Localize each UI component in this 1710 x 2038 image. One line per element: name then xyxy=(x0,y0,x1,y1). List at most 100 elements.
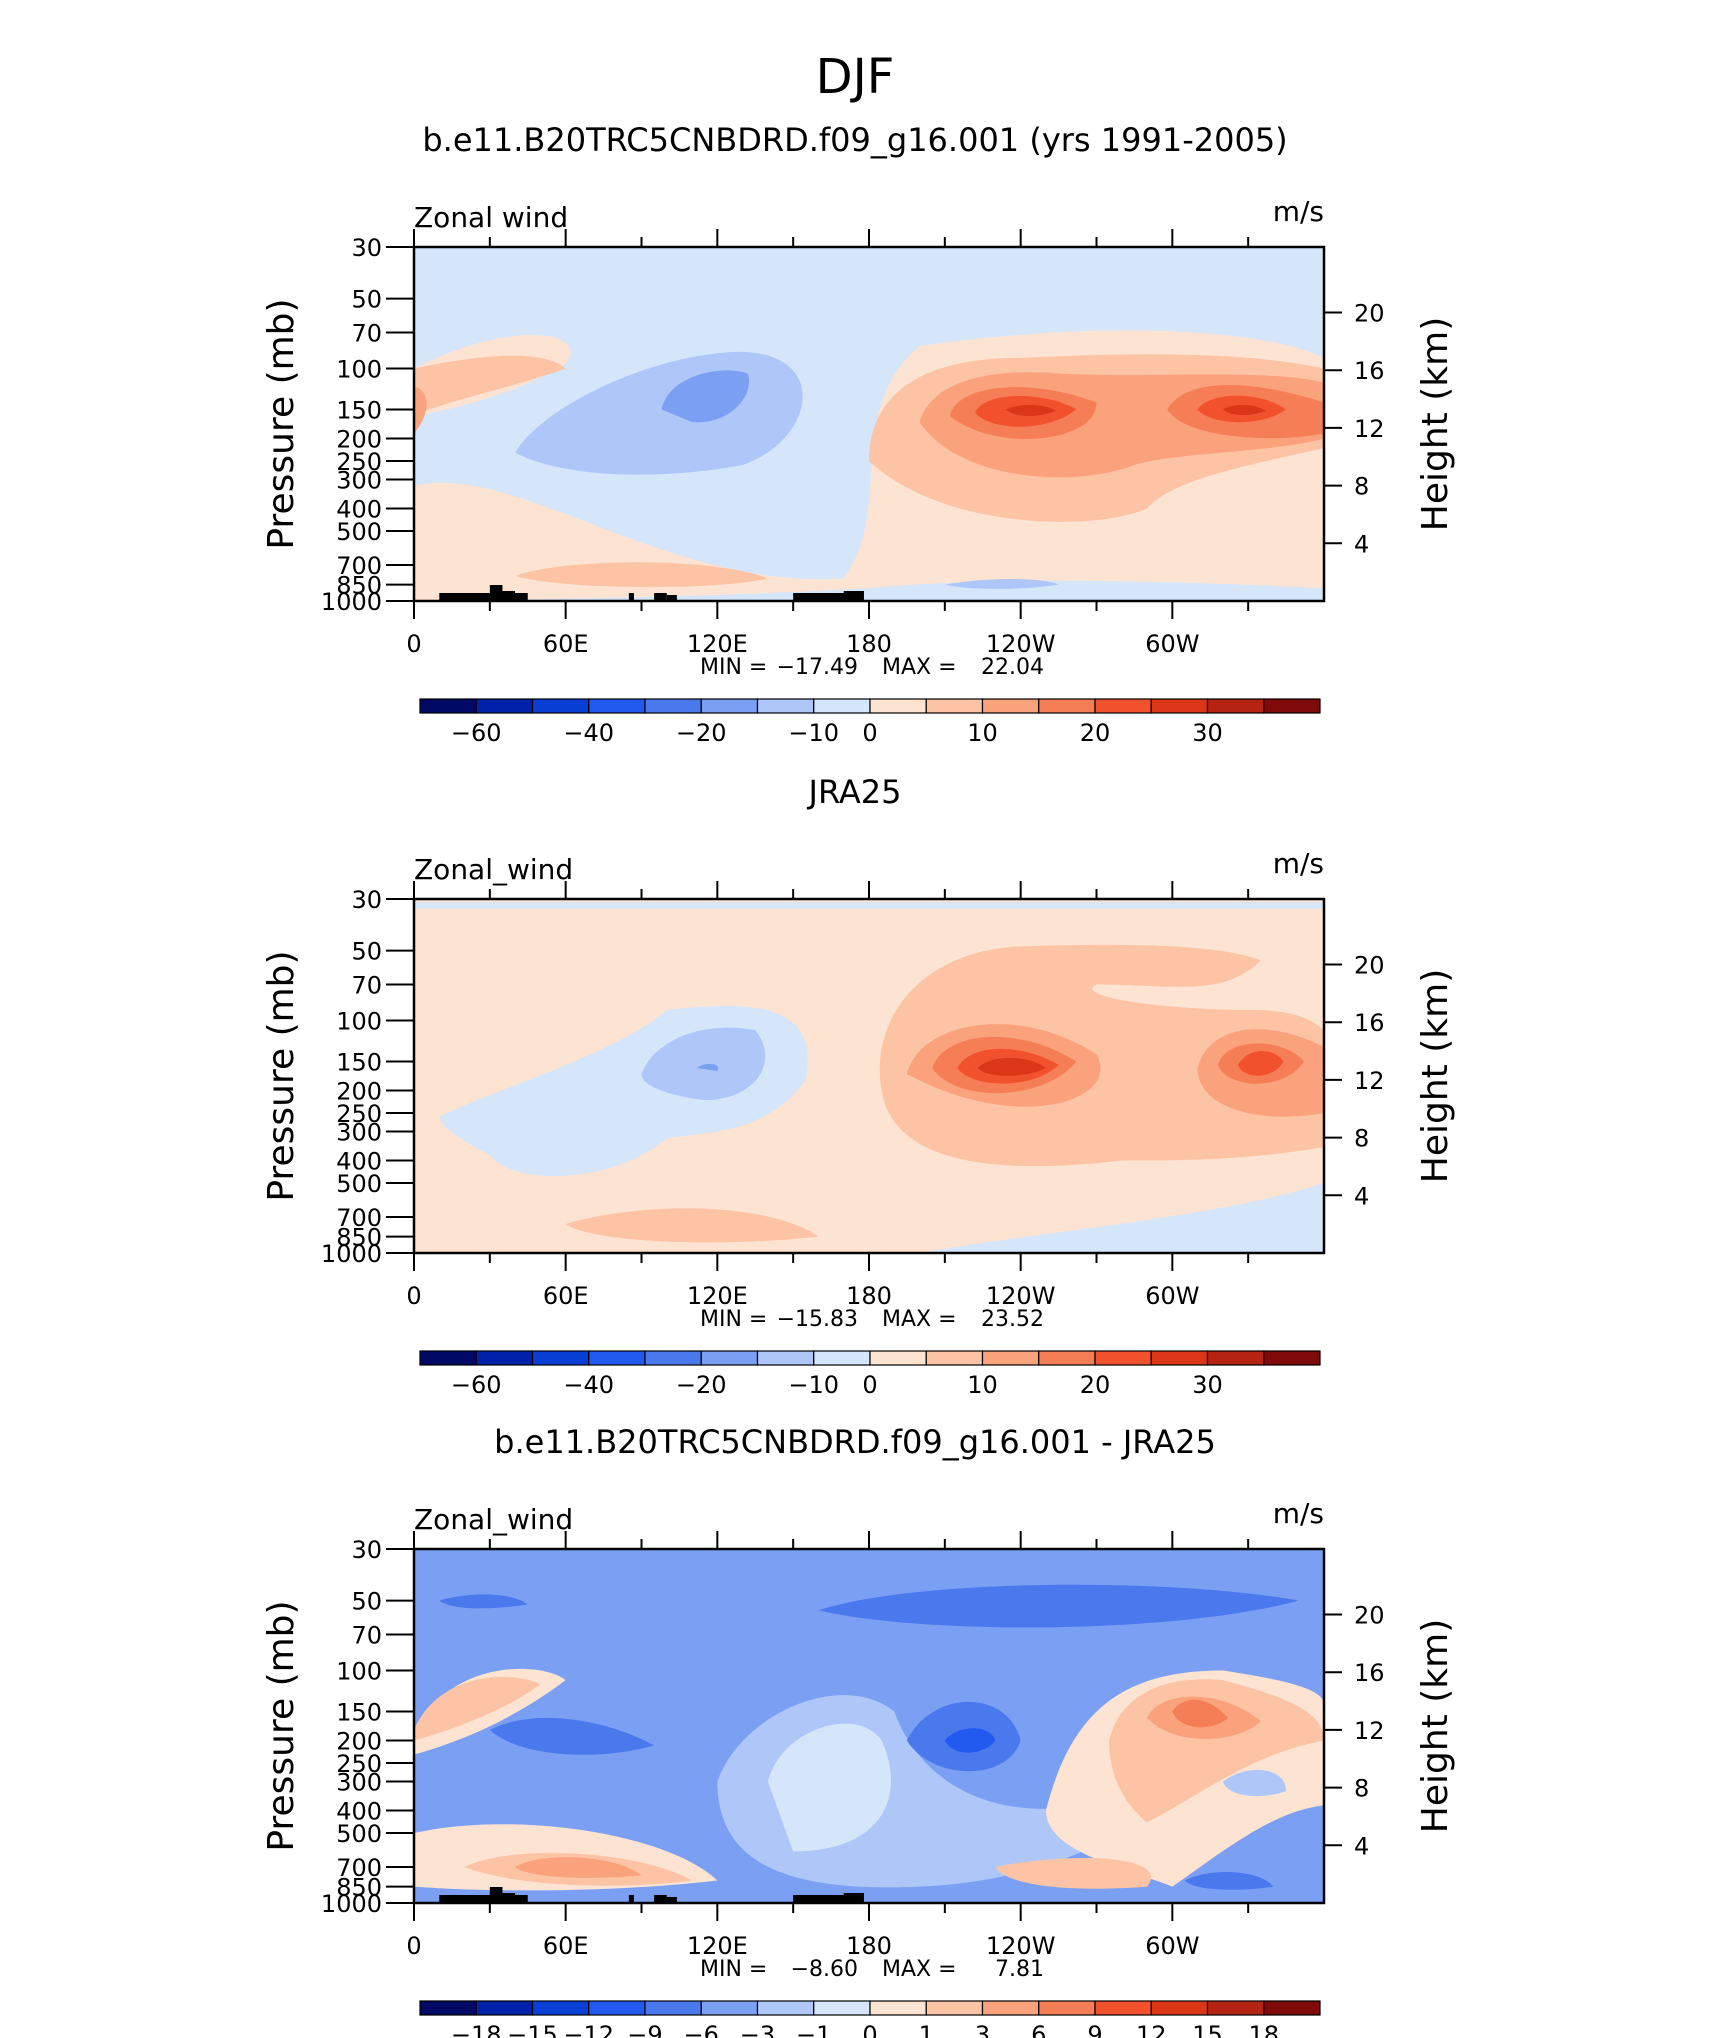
y-right-tick-label: 4 xyxy=(1354,1182,1369,1210)
y-tick-label: 300 xyxy=(336,1118,382,1146)
colorbar-swatch xyxy=(869,2000,927,2016)
contour-band xyxy=(515,562,768,588)
y-right-tick-label: 8 xyxy=(1354,1775,1369,1803)
topography xyxy=(489,1887,503,1903)
y-tick-label: 850 xyxy=(336,1224,382,1252)
y-tick-label: 200 xyxy=(336,426,382,454)
colorbar-label: −40 xyxy=(563,719,614,747)
colorbar-label: −10 xyxy=(788,1371,839,1399)
panel-title: b.e11.B20TRC5CNBDRD.f09_g16.001 (yrs 199… xyxy=(422,121,1287,159)
colorbar-label: −6 xyxy=(684,2021,719,2038)
colorbar-swatch xyxy=(531,698,590,714)
contour-band xyxy=(565,1208,819,1243)
x-tick-label: 60W xyxy=(1145,630,1199,658)
x-tick-label: 60W xyxy=(1145,1282,1199,1310)
colorbar-swatch xyxy=(925,698,984,714)
variable-label: Zonal_wind xyxy=(414,1503,573,1536)
y-right-tick-label: 12 xyxy=(1354,1717,1385,1745)
contour-band xyxy=(641,1027,766,1101)
y-tick-label: 70 xyxy=(351,972,382,1000)
colorbar-swatch xyxy=(1263,1350,1321,1366)
y-right-tick-label: 16 xyxy=(1354,357,1385,385)
min-value: −8.60 xyxy=(791,1957,858,1982)
y-tick-label: 400 xyxy=(336,1147,382,1175)
contour-band xyxy=(818,1584,1299,1628)
colorbar-swatch xyxy=(813,698,871,714)
x-tick-label: 60W xyxy=(1145,1932,1199,1960)
colorbar-label: 1 xyxy=(919,2021,934,2038)
colorbar-swatch xyxy=(1150,698,1209,714)
y-right-tick-label: 20 xyxy=(1354,300,1385,328)
x-tick-label: 0 xyxy=(406,630,421,658)
min-value: −17.49 xyxy=(777,655,858,680)
topography xyxy=(628,1895,634,1903)
x-tick-label: 180 xyxy=(846,1932,892,1960)
y-tick-label: 150 xyxy=(336,1698,382,1726)
y-right-tick-label: 20 xyxy=(1354,952,1385,980)
y-tick-label: 30 xyxy=(351,234,382,262)
y-right-tick-label: 20 xyxy=(1354,1602,1385,1630)
y-tick-label: 250 xyxy=(336,1100,382,1128)
contour-band xyxy=(1222,404,1266,416)
colorbar-label: −20 xyxy=(676,719,727,747)
y-right-tick-label: 4 xyxy=(1354,530,1369,558)
colorbar-swatch xyxy=(981,698,1040,714)
max-label: MAX = xyxy=(882,655,957,680)
colorbar-swatch xyxy=(1263,2000,1321,2016)
y-tick-label: 150 xyxy=(336,1048,382,1076)
y-right-axis-title: Height (km) xyxy=(1415,317,1456,531)
colorbar-swatch xyxy=(1263,698,1321,714)
colorbar-swatch xyxy=(1094,1350,1152,1366)
colorbar-swatch xyxy=(588,2000,646,2016)
contour-band xyxy=(1222,1769,1287,1796)
colorbar-swatch xyxy=(531,1350,590,1366)
contour-field xyxy=(414,899,1324,1253)
y-tick-label: 700 xyxy=(336,1204,382,1232)
y-tick-label: 50 xyxy=(351,286,382,314)
colorbar-label: 30 xyxy=(1192,1371,1223,1399)
colorbar-swatch xyxy=(1206,2000,1265,2016)
panel-1: b.e11.B20TRC5CNBDRD.f09_g16.001 (yrs 199… xyxy=(261,121,1456,747)
colorbar-label: −9 xyxy=(627,2021,662,2038)
colorbar-swatch xyxy=(813,1350,871,1366)
y-tick-label: 500 xyxy=(336,1170,382,1198)
colorbar-swatch xyxy=(1094,698,1152,714)
max-label: MAX = xyxy=(882,1957,957,1982)
colorbar-swatch xyxy=(475,2000,534,2016)
colorbar-label: 0 xyxy=(862,1371,877,1399)
colorbar-swatch xyxy=(869,1350,927,1366)
y-tick-label: 700 xyxy=(336,552,382,580)
topography xyxy=(793,593,857,601)
topography xyxy=(843,1893,864,1903)
topography xyxy=(654,1895,667,1903)
contour-band xyxy=(767,1723,891,1852)
topography xyxy=(502,1893,516,1903)
y-right-tick-label: 8 xyxy=(1354,1125,1369,1153)
topography xyxy=(666,1897,677,1903)
contour-band xyxy=(439,1594,528,1609)
y-tick-label: 50 xyxy=(351,1588,382,1616)
contour-band xyxy=(414,899,1324,1253)
y-tick-label: 30 xyxy=(351,1536,382,1564)
max-value: 23.52 xyxy=(981,1307,1044,1332)
y-tick-label: 700 xyxy=(336,1854,382,1882)
y-right-axis-title: Height (km) xyxy=(1415,969,1456,1183)
colorbar-swatch xyxy=(981,1350,1040,1366)
colorbar-label: 10 xyxy=(967,719,998,747)
x-tick-label: 60E xyxy=(543,1932,589,1960)
y-right-tick-label: 16 xyxy=(1354,1659,1385,1687)
units-label: m/s xyxy=(1273,847,1324,880)
units-label: m/s xyxy=(1273,195,1324,228)
colorbar-swatch xyxy=(981,2000,1040,2016)
contour-band xyxy=(1184,1871,1274,1890)
contour-band xyxy=(414,1676,541,1741)
contour-band xyxy=(944,579,1059,589)
y-tick-label: 500 xyxy=(336,518,382,546)
y-tick-label: 1000 xyxy=(321,588,382,616)
topography xyxy=(793,1895,857,1903)
contour-band xyxy=(414,355,566,416)
colorbar-swatch xyxy=(419,2000,477,2016)
min-value: −15.83 xyxy=(777,1307,858,1332)
colorbar-label: 0 xyxy=(862,2021,877,2038)
